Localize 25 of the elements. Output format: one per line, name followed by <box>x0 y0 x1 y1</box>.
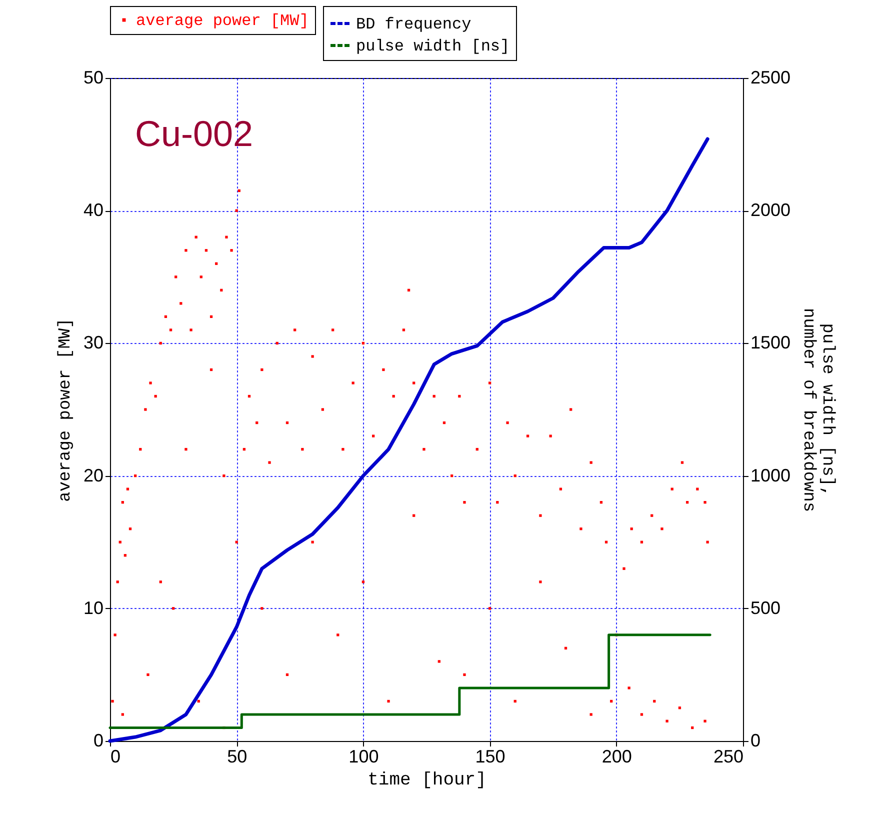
x-tick-label: 250 <box>713 746 744 766</box>
legend-label: BD frequency <box>356 16 472 34</box>
x-axis-title: time [hour] <box>368 770 486 790</box>
x-tick-label: 50 <box>227 746 248 766</box>
y-tick-label: 20 <box>83 465 104 486</box>
x-tick-label: 0 <box>110 746 121 766</box>
legend-label: pulse width [ns] <box>356 38 510 56</box>
y2-tick-label: 0 <box>750 730 761 750</box>
x-tick-label: 150 <box>475 746 506 766</box>
y2-tick-label: 2000 <box>750 200 791 220</box>
y-tick-label: 0 <box>93 730 104 750</box>
legend-label: average power [MW] <box>136 12 309 30</box>
y-axis-title: average power [MW] <box>56 318 76 502</box>
y2-tick-label: 1500 <box>750 332 791 353</box>
y-tick-label: 10 <box>83 598 104 618</box>
annotation: Cu-002 <box>135 113 254 154</box>
y-tick-label: 40 <box>83 200 104 220</box>
x-tick-label: 100 <box>348 746 379 766</box>
y2-tick-label: 2500 <box>750 68 791 88</box>
y2-axis-title: pulse width [ns], number of breakdowns <box>798 308 837 512</box>
x-tick-label: 200 <box>602 746 632 766</box>
y2-tick-label: 500 <box>750 598 781 618</box>
y-tick-label: 30 <box>83 332 104 353</box>
y-tick-label: 50 <box>83 68 104 88</box>
y2-tick-label: 1000 <box>750 465 791 486</box>
